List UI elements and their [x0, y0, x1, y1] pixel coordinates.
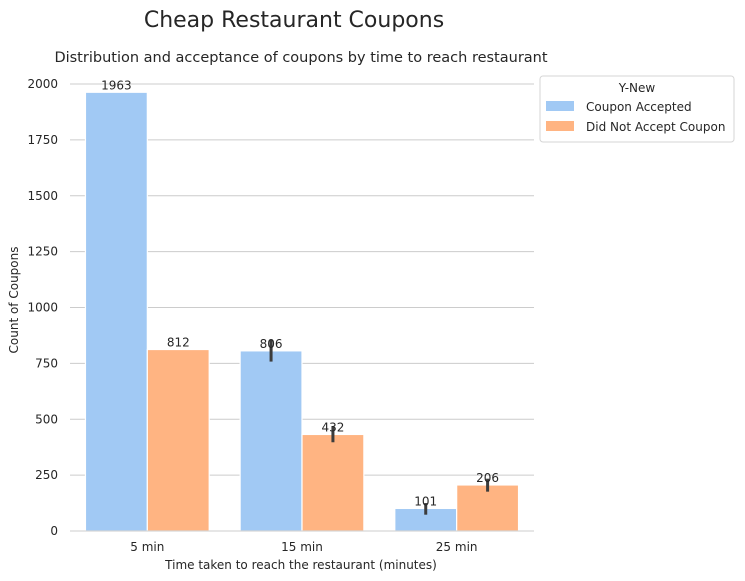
- y-tick-label: 500: [35, 412, 58, 426]
- bar-value-label: 101: [414, 494, 437, 508]
- legend-swatch-did-not-accept: [546, 121, 574, 131]
- bar: [301, 433, 365, 532]
- x-tick-label: 15 min: [281, 540, 323, 554]
- x-tick-label: 5 min: [130, 540, 164, 554]
- legend-title: Y-New: [618, 81, 656, 95]
- bar: [239, 350, 303, 532]
- y-tick-label: 1250: [27, 245, 58, 259]
- bar-value-label: 432: [321, 420, 344, 434]
- bar-value-label: 806: [260, 337, 283, 351]
- y-tick-label: 250: [35, 468, 58, 482]
- chart-title: Cheap Restaurant Coupons: [144, 8, 444, 33]
- bar-value-label: 206: [476, 471, 499, 485]
- legend-entry-did-not-accept: Did Not Accept Coupon: [586, 120, 725, 134]
- y-axis-label: Count of Coupons: [7, 247, 21, 354]
- y-tick-label: 2000: [27, 77, 58, 91]
- y-tick-label: 1000: [27, 301, 58, 315]
- bars: [84, 91, 520, 532]
- bar: [84, 91, 148, 532]
- bar-labels: 1963 812 806 432 101 206: [101, 78, 499, 508]
- error-bars: [269, 339, 490, 515]
- x-axis-ticks: 5 min 15 min 25 min: [130, 540, 477, 554]
- legend: Y-New Coupon Accepted Did Not Accept Cou…: [539, 75, 735, 143]
- bar-value-label: 812: [167, 336, 190, 350]
- legend-swatch-coupon-accepted: [546, 101, 574, 111]
- x-axis-label: Time taken to reach the restaurant (minu…: [164, 558, 437, 572]
- chart-subtitle: Distribution and acceptance of coupons b…: [54, 50, 547, 66]
- y-tick-label: 1750: [27, 133, 58, 147]
- bar: [456, 484, 520, 532]
- bar: [146, 348, 210, 532]
- x-tick-label: 25 min: [436, 540, 478, 554]
- y-tick-label: 1500: [27, 189, 58, 203]
- bar-value-label: 1963: [101, 78, 132, 92]
- legend-frame: [539, 75, 735, 143]
- y-axis-ticks: 0 250 500 750 1000 1250 1500 1750 2000: [27, 77, 58, 538]
- y-tick-label: 0: [50, 524, 58, 538]
- y-tick-label: 750: [35, 356, 58, 370]
- legend-entry-coupon-accepted: Coupon Accepted: [586, 100, 692, 114]
